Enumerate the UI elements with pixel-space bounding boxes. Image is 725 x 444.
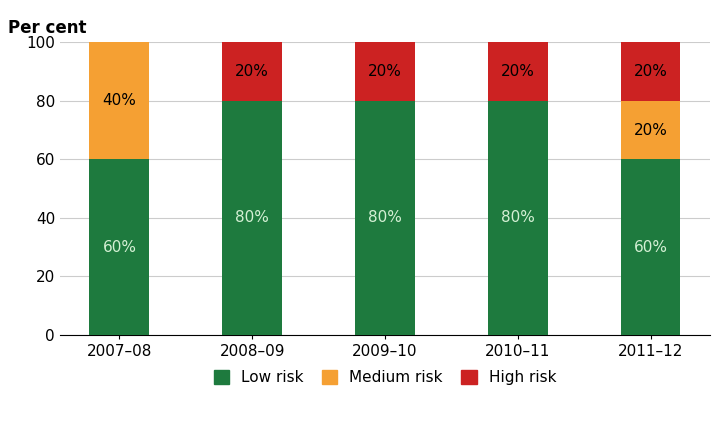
Text: 20%: 20% bbox=[634, 64, 668, 79]
Text: Per cent: Per cent bbox=[8, 19, 86, 37]
Text: 40%: 40% bbox=[102, 93, 136, 108]
Bar bbox=[355, 42, 415, 101]
Bar bbox=[89, 42, 149, 159]
Bar bbox=[621, 42, 681, 101]
Legend: Low risk, Medium risk, High risk: Low risk, Medium risk, High risk bbox=[207, 364, 563, 392]
Bar bbox=[355, 101, 415, 335]
Bar bbox=[89, 159, 149, 335]
Text: 80%: 80% bbox=[368, 210, 402, 225]
Text: 20%: 20% bbox=[501, 64, 535, 79]
Text: 60%: 60% bbox=[634, 240, 668, 254]
Text: 20%: 20% bbox=[235, 64, 269, 79]
Text: 80%: 80% bbox=[235, 210, 269, 225]
Text: 20%: 20% bbox=[634, 123, 668, 138]
Bar bbox=[621, 159, 681, 335]
Bar bbox=[488, 42, 547, 101]
Text: 20%: 20% bbox=[368, 64, 402, 79]
Bar bbox=[621, 101, 681, 159]
Bar bbox=[488, 101, 547, 335]
Text: 60%: 60% bbox=[102, 240, 136, 254]
Text: 80%: 80% bbox=[501, 210, 535, 225]
Bar bbox=[223, 42, 282, 101]
Bar bbox=[223, 101, 282, 335]
